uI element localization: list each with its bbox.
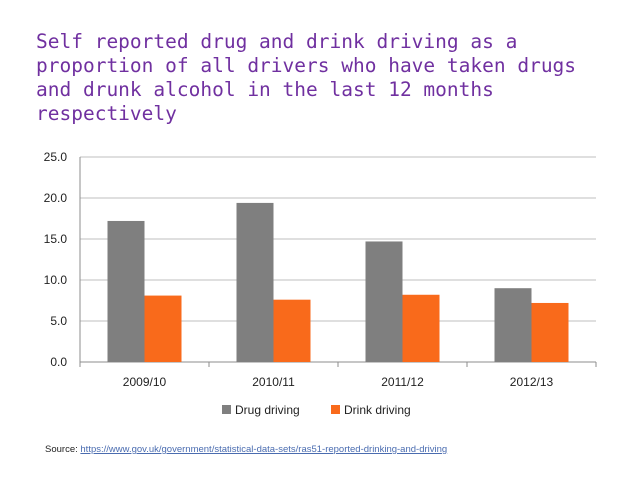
bar-drink-driving — [144, 295, 182, 362]
x-tick-label: 2010/11 — [252, 375, 295, 389]
chart-title: Self reported drug and drink driving as … — [36, 30, 577, 125]
bar-drug-driving — [236, 202, 274, 362]
legend-drug-driving-label: Drug driving — [235, 403, 300, 417]
legend-drink-driving-label: Drink driving — [344, 403, 411, 417]
x-tick-label: 2012/13 — [510, 375, 554, 389]
source-link[interactable]: https://www.gov.uk/government/statistica… — [80, 444, 448, 455]
y-tick-label: 0.0 — [50, 355, 67, 369]
source-note: Source: https://www.gov.uk/government/st… — [45, 444, 447, 455]
x-tick-label: 2011/12 — [381, 375, 424, 389]
y-tick-label: 25.0 — [44, 150, 68, 164]
bar-drug-driving — [365, 241, 403, 362]
y-tick-label: 20.0 — [44, 191, 68, 205]
bar-drink-driving — [531, 302, 569, 362]
bar-drink-driving — [402, 294, 440, 362]
legend-drug-driving-swatch — [222, 405, 231, 414]
y-tick-label: 15.0 — [44, 232, 68, 246]
source-label: Source: — [45, 444, 78, 455]
y-tick-label: 10.0 — [44, 273, 68, 287]
y-tick-label: 5.0 — [50, 314, 67, 328]
x-tick-label: 2009/10 — [123, 375, 167, 389]
bar-drug-driving — [107, 220, 145, 362]
bar-drug-driving — [494, 288, 532, 362]
bar-drink-driving — [273, 299, 311, 362]
legend-drink-driving-swatch — [331, 405, 340, 414]
